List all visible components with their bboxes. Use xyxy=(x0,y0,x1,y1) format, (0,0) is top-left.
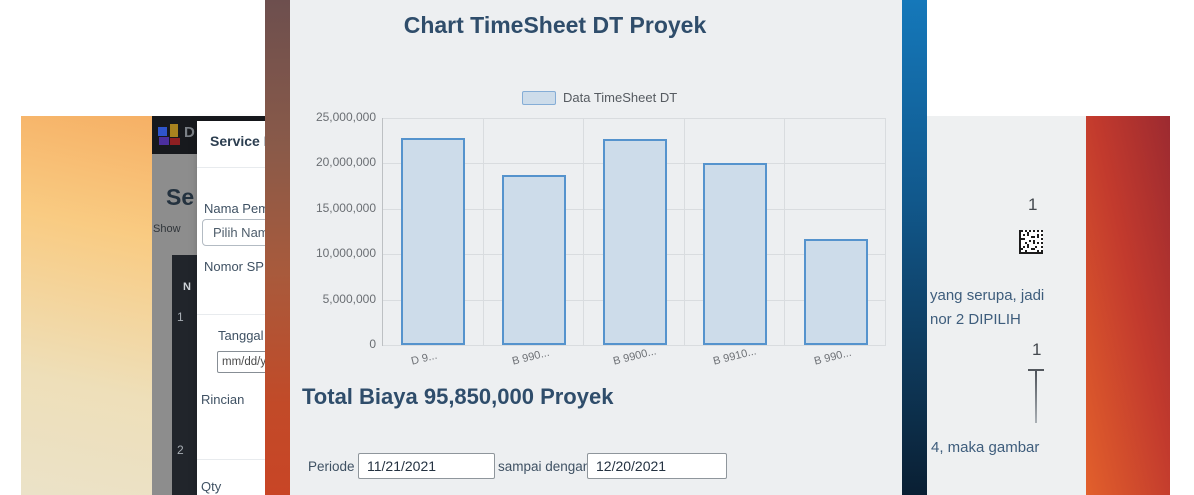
y-tick-label: 5,000,000 xyxy=(322,291,376,306)
sampai-dengan-label: sampai dengan xyxy=(498,459,591,474)
left-background-gradient xyxy=(21,116,152,495)
periode-label: Periode : xyxy=(308,459,363,474)
h-gridline xyxy=(383,118,886,119)
center-background-gradient xyxy=(265,0,290,495)
plot-area xyxy=(382,118,886,346)
divider xyxy=(197,167,265,168)
h-gridline xyxy=(383,345,886,346)
right-instruction-panel: 1 yang serupa, jadi nor 2 DIPILIH 1 4, m… xyxy=(927,116,1086,495)
pin-icon-stem xyxy=(1035,371,1037,423)
y-tick-label: 25,000,000 xyxy=(315,110,376,124)
y-tick-label: 0 xyxy=(369,337,376,351)
periode-to-input[interactable] xyxy=(587,453,727,479)
x-tick-label: B 990... xyxy=(812,346,853,368)
periode-from-input[interactable] xyxy=(358,453,495,479)
note-line: yang serupa, jadi xyxy=(930,287,1045,304)
table-header-cell: N xyxy=(183,281,191,293)
total-biaya-text: Total Biaya 95,850,000 Proyek xyxy=(302,384,614,409)
step-number: 1 xyxy=(1032,340,1042,359)
table-row-number: 2 xyxy=(177,443,184,457)
divider xyxy=(197,314,265,315)
table-row-number: 1 xyxy=(177,310,184,324)
x-tick-label: B 9900... xyxy=(611,345,658,368)
tanggal-date-input[interactable] xyxy=(217,351,277,373)
divider xyxy=(197,459,265,460)
legend-swatch xyxy=(522,91,556,105)
note-line: 4, maka gambar xyxy=(931,439,1040,456)
legend-label: Data TimeSheet DT xyxy=(563,90,678,105)
chart-title: Chart TimeSheet DT Proyek xyxy=(403,12,707,38)
chart-bar xyxy=(703,163,768,345)
x-tick-label: B 990... xyxy=(510,346,551,368)
v-gridline xyxy=(583,118,585,345)
chart-bar xyxy=(803,239,868,345)
show-entries-label: Show xyxy=(153,223,181,235)
service-modal: Service K Nama Pem Pilih Nam Nomor SP Ta… xyxy=(197,121,277,495)
page-heading-clipped: Se xyxy=(166,184,195,210)
y-tick-label: 10,000,000 xyxy=(315,246,376,261)
v-gridline xyxy=(784,118,786,345)
y-tick-label: 20,000,000 xyxy=(315,155,376,170)
nama-select[interactable]: Pilih Nam xyxy=(202,219,277,246)
tanggal-label: Tanggal xyxy=(218,328,264,343)
app-logo-icon xyxy=(158,124,180,146)
note-line: nor 2 DIPILIH xyxy=(930,311,1021,328)
step-number: 1 xyxy=(1028,195,1038,214)
barcode-image xyxy=(1019,230,1043,254)
x-tick-label: B 9910... xyxy=(712,345,758,368)
chart-bar xyxy=(501,174,566,345)
chart-bar xyxy=(401,137,466,345)
y-tick-label: 15,000,000 xyxy=(315,200,376,215)
nama-pemohon-label: Nama Pem xyxy=(204,201,270,216)
qty-label: Qty xyxy=(201,479,222,494)
nomor-sp-label: Nomor SP xyxy=(204,259,264,274)
chart-card: Chart TimeSheet DT Proyek Data TimeSheet… xyxy=(290,0,902,495)
v-gridline xyxy=(683,118,685,345)
rincian-label: Rincian xyxy=(201,392,245,407)
right-background-gradient-blue xyxy=(902,0,927,495)
x-axis: D 9... B 990... B 9900... B 9910... B 990... xyxy=(382,345,885,388)
y-axis: 0 5,000,000 10,000,000 15,000,000 20,000,000… xyxy=(290,110,376,351)
pin-icon xyxy=(1028,369,1044,371)
right-background-gradient-red xyxy=(1086,116,1170,495)
x-tick-label: D 9... xyxy=(410,349,439,368)
v-gridline xyxy=(885,118,886,345)
modal-title: Service K xyxy=(210,133,274,149)
v-gridline xyxy=(482,118,484,345)
brand-letter: D xyxy=(184,124,195,141)
chart-bar xyxy=(602,139,667,345)
